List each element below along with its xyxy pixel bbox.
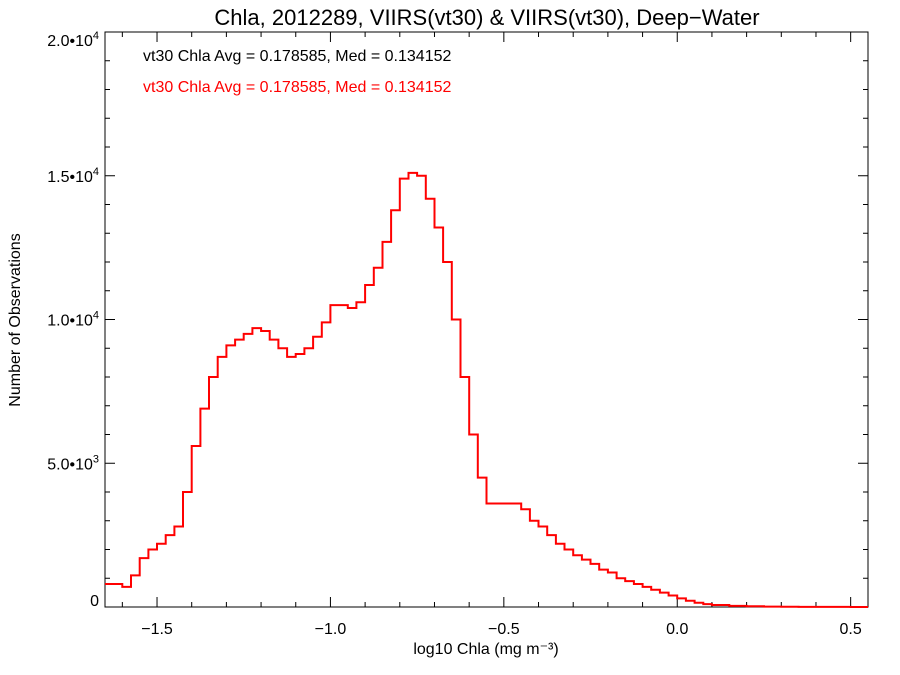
x-tick-label: −1.0: [315, 621, 347, 638]
x-axis: −1.5 −1.0 −0.5 0.0 0.5: [121, 32, 862, 638]
plot-frame: [104, 31, 869, 608]
y-tick-label: 0: [90, 593, 99, 610]
y-tick-label: 1.0•104: [47, 310, 99, 330]
legend-entry-black: vt30 Chla Avg = 0.178585, Med = 0.134152: [143, 48, 451, 65]
y-tick-label: 5.0•103: [47, 453, 99, 473]
y-axis-label: Number of Observations: [7, 233, 24, 406]
series-line: [105, 171, 868, 608]
x-tick-label: −1.5: [141, 621, 173, 638]
y-tick-label: 2.0•104: [47, 30, 99, 50]
y-tick-label: 1.5•104: [47, 166, 99, 186]
x-axis-label: log10 Chla (mg m⁻³): [413, 641, 558, 658]
x-tick-label: 0.5: [840, 621, 862, 638]
x-tick-label: −0.5: [488, 621, 520, 638]
legend-entry-red: vt30 Chla Avg = 0.178585, Med = 0.134152: [143, 79, 451, 96]
y-axis: 0 5.0•103 1.0•104 1.5•104 2.0•104: [47, 30, 868, 610]
x-tick-label: 0.0: [666, 621, 688, 638]
chart-title: Chla, 2012289, VIIRS(vt30) & VIIRS(vt30)…: [214, 5, 759, 30]
